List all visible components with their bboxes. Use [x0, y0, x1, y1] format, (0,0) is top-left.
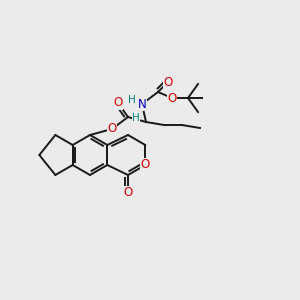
Text: H: H	[132, 113, 140, 123]
Text: O: O	[167, 92, 177, 104]
Text: O: O	[141, 158, 150, 172]
Text: O: O	[107, 122, 117, 136]
Text: H: H	[128, 95, 136, 105]
Text: O: O	[123, 187, 133, 200]
Text: N: N	[138, 98, 146, 110]
Text: O: O	[164, 76, 172, 88]
Text: O: O	[113, 97, 123, 110]
